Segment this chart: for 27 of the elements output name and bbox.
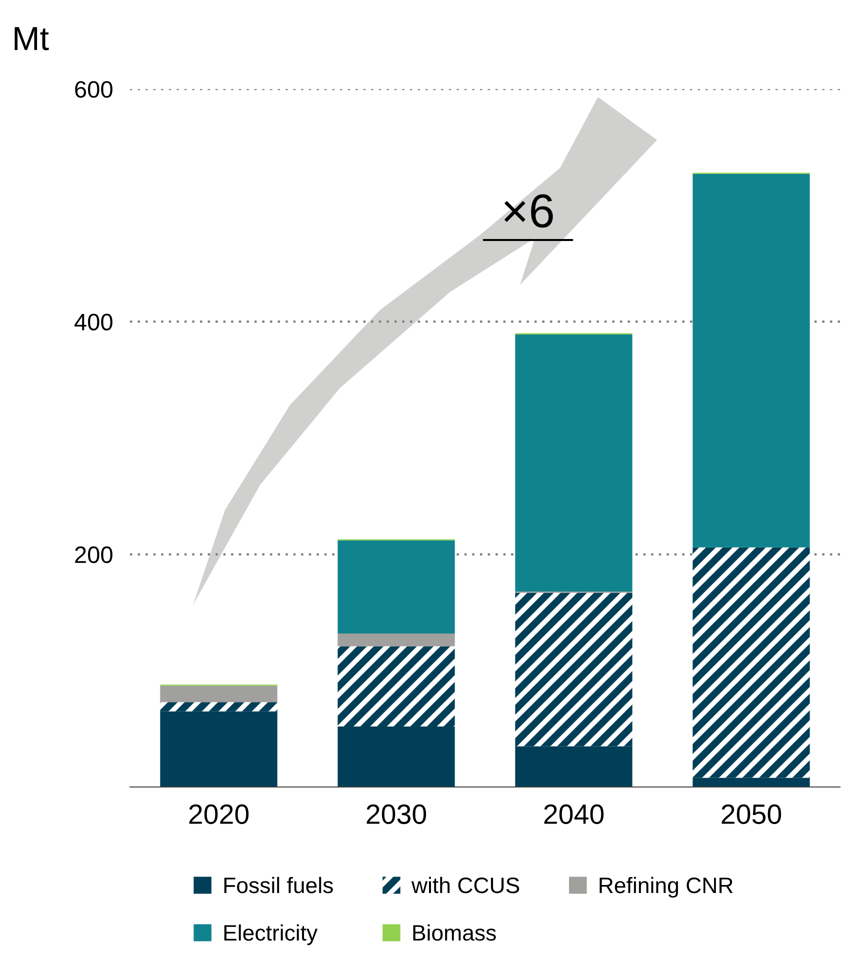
y-axis-title: Mt (14, 27, 49, 50)
x-tick-label: 2040 (544, 804, 604, 824)
bar (692, 547, 810, 778)
y-tick-label: 400 (74, 314, 112, 330)
bar (338, 646, 455, 727)
legend-label: Refining CNR (600, 876, 733, 898)
x-tick-label: 2020 (189, 804, 249, 824)
bar (160, 711, 278, 787)
x-tick-label: 2050 (722, 804, 782, 824)
annotation: ×6 (504, 194, 553, 228)
y-tick-label: 200 (75, 546, 112, 564)
y-tick-label: 600 (75, 81, 112, 98)
bar (692, 174, 810, 548)
bar (338, 633, 455, 646)
bar (692, 778, 810, 787)
bar (338, 726, 455, 787)
bar (160, 686, 278, 702)
legend-label: with CCUS (411, 876, 520, 894)
legend-label: Electricity (224, 924, 318, 946)
bar (515, 592, 632, 746)
bar (160, 702, 278, 712)
legend-label: Biomass (413, 924, 496, 941)
bar (338, 540, 455, 634)
legend-label: Fossil fuels (224, 876, 333, 894)
bar (515, 334, 632, 592)
x-tick-label: 2030 (366, 804, 426, 824)
bar (515, 746, 632, 787)
